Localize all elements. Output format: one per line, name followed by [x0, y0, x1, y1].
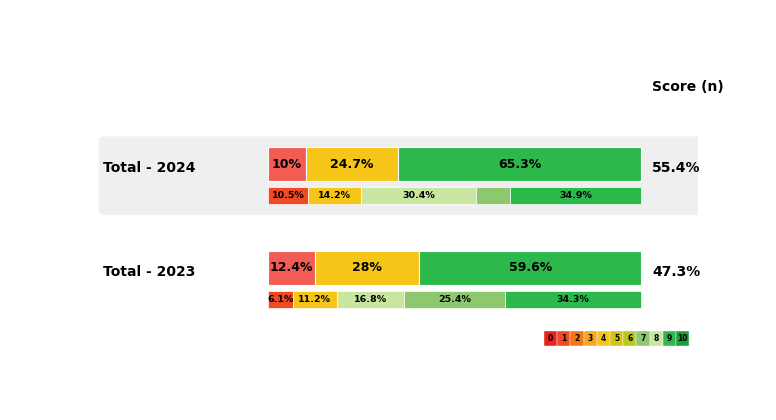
Text: 34.3%: 34.3% — [556, 294, 590, 304]
Bar — [314, 251, 419, 285]
Text: 10.5%: 10.5% — [272, 191, 304, 200]
Text: 59.6%: 59.6% — [508, 261, 552, 274]
Text: 14.2%: 14.2% — [318, 191, 351, 200]
Text: 65.3%: 65.3% — [498, 158, 541, 171]
Text: 12.4%: 12.4% — [270, 261, 314, 274]
Bar — [404, 291, 505, 307]
Bar — [308, 187, 362, 204]
Bar — [636, 331, 650, 346]
Bar — [544, 331, 557, 346]
Bar — [570, 331, 584, 346]
Text: 47.3%: 47.3% — [652, 265, 701, 279]
Bar — [268, 251, 314, 285]
Text: 10: 10 — [677, 334, 688, 343]
Bar — [293, 291, 337, 307]
Text: 25.4%: 25.4% — [438, 294, 471, 304]
Bar — [268, 187, 308, 204]
Bar — [610, 331, 623, 346]
Bar — [597, 331, 610, 346]
Bar — [650, 331, 663, 346]
Bar — [623, 331, 636, 346]
Text: 55.4%: 55.4% — [652, 161, 701, 176]
Text: 4: 4 — [601, 334, 606, 343]
Text: 5: 5 — [614, 334, 619, 343]
Text: 2: 2 — [574, 334, 580, 343]
Bar — [398, 147, 641, 181]
Bar — [476, 187, 510, 204]
Text: 6: 6 — [627, 334, 632, 343]
Text: 7: 7 — [640, 334, 646, 343]
FancyBboxPatch shape — [99, 136, 702, 215]
Text: 28%: 28% — [352, 261, 382, 274]
Text: Total - 2023: Total - 2023 — [103, 265, 196, 279]
Text: 1: 1 — [561, 334, 566, 343]
Bar — [584, 331, 597, 346]
Bar — [362, 187, 476, 204]
Bar — [337, 291, 404, 307]
Text: 11.2%: 11.2% — [299, 294, 331, 304]
Bar — [505, 291, 641, 307]
Text: 16.8%: 16.8% — [354, 294, 387, 304]
Bar — [268, 147, 306, 181]
Text: 10%: 10% — [272, 158, 302, 171]
Bar — [557, 331, 570, 346]
Text: 6.1%: 6.1% — [268, 294, 293, 304]
Bar — [419, 251, 641, 285]
Text: 9: 9 — [667, 334, 672, 343]
Bar — [268, 291, 293, 307]
Bar — [306, 147, 398, 181]
Text: 30.4%: 30.4% — [402, 191, 435, 200]
Text: Total - 2024: Total - 2024 — [103, 161, 196, 176]
Text: 8: 8 — [653, 334, 659, 343]
Bar — [663, 331, 676, 346]
Text: 0: 0 — [548, 334, 553, 343]
Bar — [510, 187, 641, 204]
Text: 3: 3 — [587, 334, 593, 343]
Bar — [676, 331, 689, 346]
Text: 34.9%: 34.9% — [559, 191, 592, 200]
Text: Score (n): Score (n) — [652, 79, 724, 94]
Text: 24.7%: 24.7% — [330, 158, 373, 171]
